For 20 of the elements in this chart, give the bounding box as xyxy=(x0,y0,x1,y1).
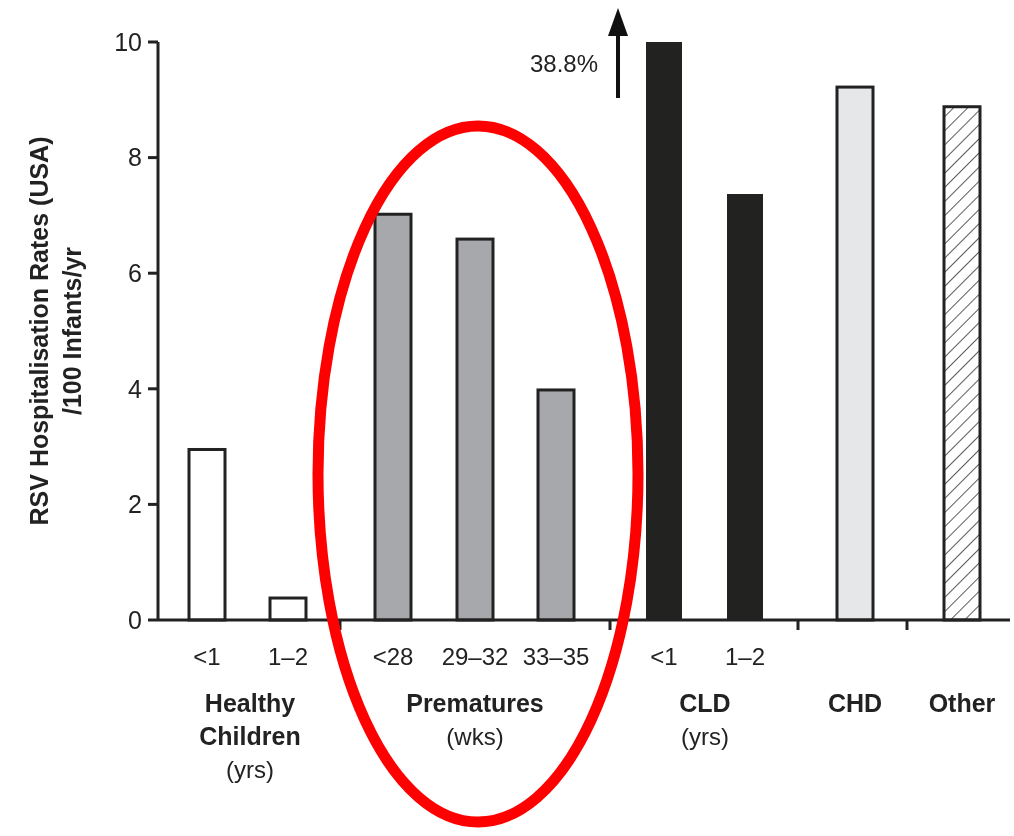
x-tick-label: 33–35 xyxy=(522,643,590,670)
y-tick-label: 10 xyxy=(114,27,142,56)
text: CHD xyxy=(827,689,883,717)
annotation: 38.8% xyxy=(529,50,598,77)
y-axis-title: RSV Hospitalisation Rates (USA) /100 Infants/yr xyxy=(25,136,86,526)
y-tick-label: 0 xyxy=(128,605,142,634)
text: CLD (yrs) xyxy=(679,689,731,750)
x-tick-label: <1 xyxy=(650,643,678,670)
text: Healthy Children (yrs) xyxy=(199,689,301,783)
x-tick-label: 1–2 xyxy=(724,643,766,670)
x-tick-label: <1 xyxy=(193,643,221,670)
y-tick-label: 6 xyxy=(128,258,142,287)
y-tick-label: 2 xyxy=(128,490,142,519)
y-tick-label: 4 xyxy=(128,374,143,403)
y-tick-label: 8 xyxy=(128,143,142,172)
x-tick-label: 1–2 xyxy=(267,643,309,670)
x-tick-label: 29–32 xyxy=(441,643,509,670)
x-tick-label: <28 xyxy=(372,643,414,670)
text: Prematures (wks) xyxy=(406,689,544,750)
text: Other xyxy=(928,689,996,717)
